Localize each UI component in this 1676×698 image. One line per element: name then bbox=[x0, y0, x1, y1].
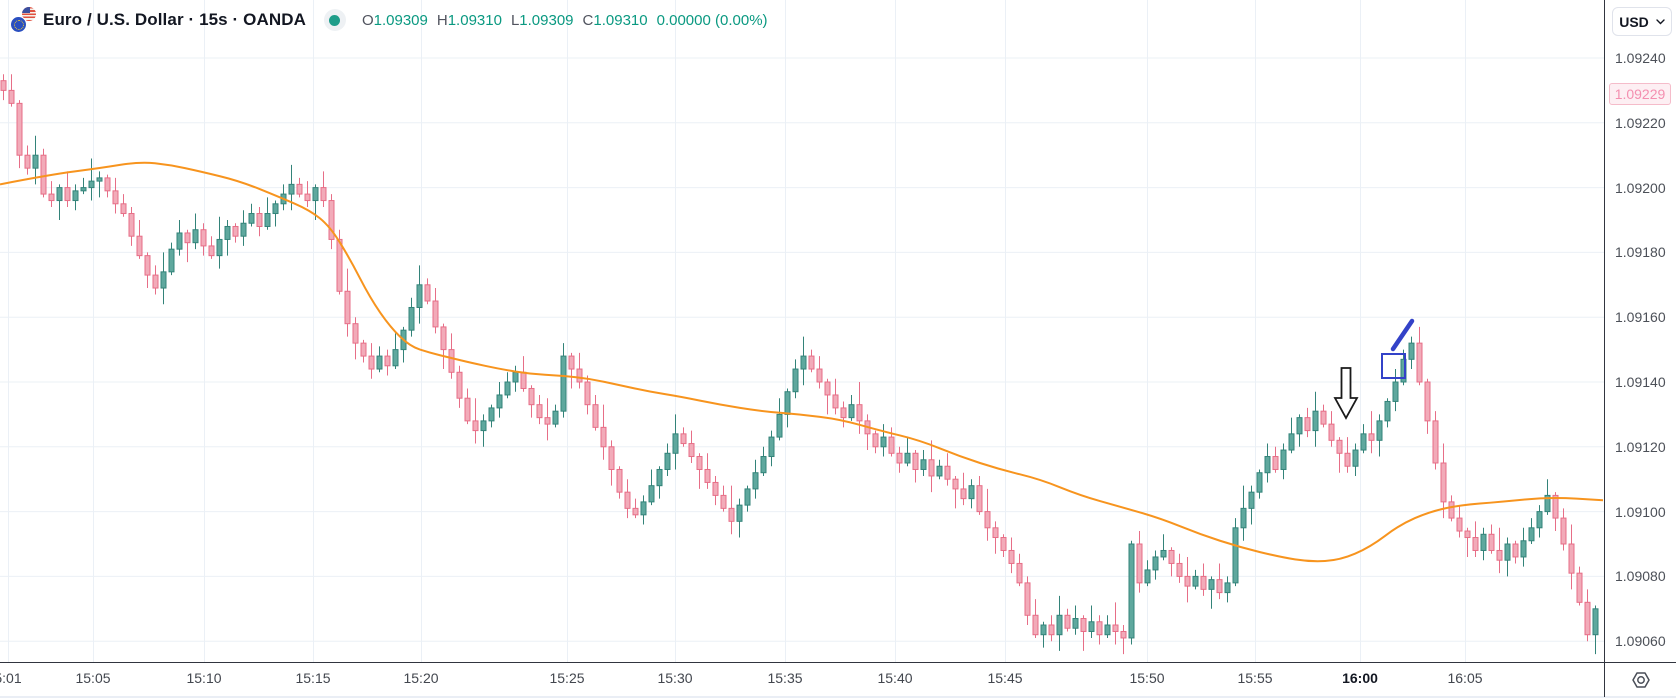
price-axis-label: 1.09160 bbox=[1615, 309, 1666, 326]
eu-flag-icon bbox=[10, 16, 27, 33]
trend-line-annotation[interactable] bbox=[1390, 318, 1415, 352]
candles bbox=[0, 74, 1599, 655]
time-axis-label: 15:05 bbox=[75, 670, 111, 686]
time-axis-label: 15:15 bbox=[295, 670, 331, 686]
axis-settings-corner[interactable] bbox=[1604, 663, 1676, 697]
symbol-title[interactable]: Euro / U.S. Dollar · 15s · OANDA bbox=[43, 10, 306, 29]
time-axis-label: 15:45 bbox=[987, 670, 1023, 686]
price-axis-label: 1.09100 bbox=[1615, 503, 1666, 520]
ma-line[interactable] bbox=[0, 161, 1604, 563]
us-flag-icon bbox=[22, 7, 36, 21]
price-axis-label: 1.09200 bbox=[1615, 179, 1666, 196]
price-axis-label: 1.09180 bbox=[1615, 244, 1666, 261]
time-axis-label: 15:10 bbox=[186, 670, 222, 686]
ohlc-low: L1.09309 bbox=[510, 11, 574, 29]
symbol-legend: Euro / U.S. Dollar · 15s · OANDA O1.0930… bbox=[10, 7, 768, 33]
chevron-down-icon bbox=[1656, 18, 1665, 24]
currency-label: USD bbox=[1619, 13, 1649, 30]
time-axis-label: 15:25 bbox=[549, 670, 585, 686]
price-axis-label: 1.09120 bbox=[1615, 438, 1666, 455]
gridlines bbox=[0, 0, 1604, 662]
time-axis-label: 15:40 bbox=[877, 670, 913, 686]
market-status-button[interactable] bbox=[323, 9, 346, 31]
ohlc-values: O1.09309 H1.09310 L1.09309 C1.09310 0.00000 … bbox=[362, 12, 768, 29]
time-axis-label: 16:00 bbox=[1342, 670, 1378, 686]
time-axis-label: 15:20 bbox=[403, 670, 439, 686]
ohlc-high: H1.09310 bbox=[436, 11, 502, 29]
eur-usd-flags-icon bbox=[10, 7, 36, 33]
ohlc-change: 0.00000 (0.00%) bbox=[656, 11, 768, 29]
time-axis-label: 16:05 bbox=[1447, 670, 1483, 686]
time-axis-label: 15:55 bbox=[1237, 670, 1273, 686]
market-status-dot-icon bbox=[329, 14, 341, 26]
highlight-box-annotation[interactable] bbox=[1381, 353, 1406, 379]
candlestick-chart[interactable] bbox=[0, 0, 1604, 662]
chart-pane[interactable]: Euro / U.S. Dollar · 15s · OANDA O1.0930… bbox=[0, 0, 1604, 662]
time-axis-label: 15:30 bbox=[657, 670, 693, 686]
last-price-tag: 1.09229 bbox=[1609, 82, 1671, 105]
ohlc-open: O1.09309 bbox=[361, 11, 428, 29]
ohlc-close: C1.09310 bbox=[582, 11, 648, 29]
time-axis[interactable]: 5:01 15:05 15:10 15:15 15:20 15:25 15:30 15:35 1… bbox=[0, 662, 1676, 698]
down-arrow-annotation[interactable] bbox=[1333, 367, 1359, 420]
price-axis-label: 1.09220 bbox=[1615, 114, 1666, 131]
price-axis-label: 1.09060 bbox=[1615, 633, 1666, 650]
annotations bbox=[1333, 318, 1415, 420]
price-axis-label: 1.09240 bbox=[1615, 50, 1666, 66]
settings-gear-icon[interactable] bbox=[1630, 670, 1652, 690]
price-axis[interactable]: USD 1.09240 1.09220 1.09200 1.09180 1.09160 1… bbox=[1604, 0, 1676, 662]
price-axis-label: 1.09080 bbox=[1615, 568, 1666, 585]
time-axis-label: 15:35 bbox=[767, 670, 803, 686]
time-axis-label: 15:50 bbox=[1129, 670, 1165, 686]
time-axis-label: 5:01 bbox=[0, 670, 22, 686]
currency-selector-button[interactable]: USD bbox=[1612, 7, 1672, 36]
price-axis-label: 1.09140 bbox=[1615, 374, 1666, 390]
